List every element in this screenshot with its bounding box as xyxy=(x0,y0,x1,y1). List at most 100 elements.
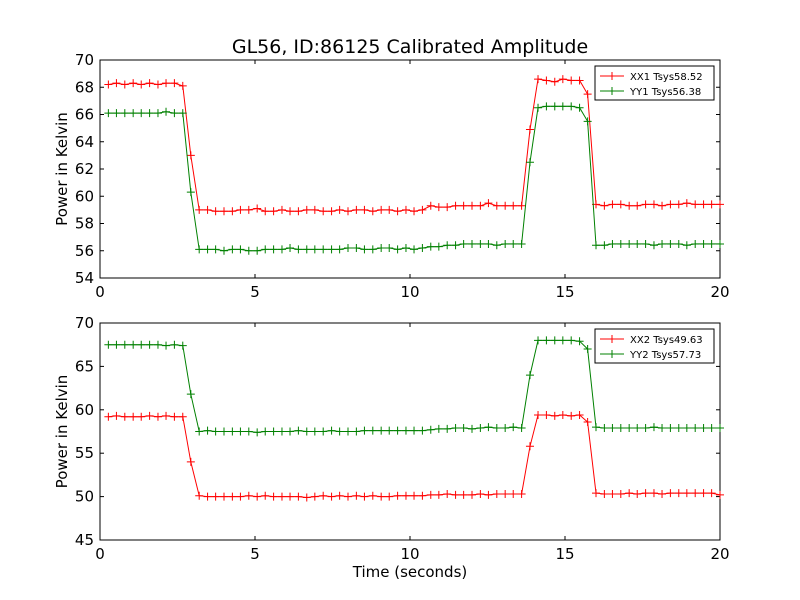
y-tick-label: 64 xyxy=(75,133,94,151)
data-point-marker xyxy=(112,79,121,88)
data-point-marker xyxy=(542,411,551,420)
data-point-marker xyxy=(625,489,634,498)
data-point-marker xyxy=(319,427,328,436)
data-point-marker xyxy=(525,442,534,451)
data-point-marker xyxy=(525,125,534,134)
data-point-marker xyxy=(534,336,543,345)
data-point-marker xyxy=(534,103,543,112)
data-point-marker xyxy=(625,201,634,210)
data-point-marker xyxy=(550,336,559,345)
legend-label: YY2 Tsys57.73 xyxy=(629,350,701,361)
data-point-marker xyxy=(674,200,683,209)
data-point-marker xyxy=(509,423,518,432)
data-point-marker xyxy=(410,491,419,500)
y-tick-label: 68 xyxy=(75,78,94,96)
data-point-marker xyxy=(344,427,352,436)
data-point-marker xyxy=(682,199,691,208)
data-point-marker xyxy=(170,412,179,421)
data-point-marker xyxy=(104,340,113,349)
data-point-marker xyxy=(517,201,526,210)
data-point-marker xyxy=(344,244,352,253)
data-point-marker xyxy=(277,492,286,501)
data-point-marker xyxy=(153,412,162,421)
data-point-marker xyxy=(104,412,113,421)
data-point-marker xyxy=(699,200,708,209)
data-point-marker xyxy=(352,244,361,253)
data-point-marker xyxy=(178,81,187,90)
data-point-marker xyxy=(360,492,369,501)
data-point-marker xyxy=(294,492,303,501)
data-point-marker xyxy=(666,200,675,209)
data-point-marker xyxy=(178,109,187,118)
data-point-marker xyxy=(401,426,410,435)
data-point-marker xyxy=(203,205,212,214)
data-point-marker xyxy=(426,490,435,499)
data-point-marker xyxy=(600,424,609,433)
data-point-marker xyxy=(377,205,386,214)
data-point-marker xyxy=(517,239,526,248)
data-point-marker xyxy=(129,412,138,421)
data-point-marker xyxy=(220,427,228,436)
data-point-marker xyxy=(178,412,187,421)
data-point-marker xyxy=(476,239,485,248)
data-point-marker xyxy=(203,492,212,501)
data-point-marker xyxy=(666,239,675,248)
data-point-marker xyxy=(716,490,724,499)
data-point-marker xyxy=(393,207,402,216)
legend-box xyxy=(594,65,715,101)
data-point-marker xyxy=(558,75,567,84)
data-point-marker xyxy=(368,245,377,254)
data-point-marker xyxy=(220,492,228,501)
data-point-marker xyxy=(302,245,311,254)
data-point-marker xyxy=(162,341,171,350)
data-point-marker xyxy=(691,239,700,248)
data-point-marker xyxy=(625,239,634,248)
top-chart-panel: 0 5 10 15 20 54 56 58 60 62 64 66 68 70 Power in Kelvi… xyxy=(53,51,730,301)
data-point-marker xyxy=(443,424,452,433)
data-point-marker xyxy=(277,427,286,436)
data-point-marker xyxy=(269,427,278,436)
data-point-marker xyxy=(707,489,716,498)
y-axis-title: Power in Kelvin xyxy=(53,375,71,489)
data-point-marker xyxy=(625,424,634,433)
data-point-marker xyxy=(542,102,551,111)
data-point-marker xyxy=(261,245,270,254)
data-point-marker xyxy=(344,207,352,216)
data-point-marker xyxy=(666,489,675,498)
data-point-marker xyxy=(434,242,443,251)
data-point-marker xyxy=(319,245,328,254)
data-point-marker xyxy=(426,201,435,210)
data-point-marker xyxy=(352,427,361,436)
data-point-marker xyxy=(120,340,129,349)
data-point-marker xyxy=(410,207,419,216)
data-point-marker xyxy=(550,411,559,420)
data-point-marker xyxy=(310,492,319,501)
data-point-marker xyxy=(335,427,344,436)
x-tick-label: 10 xyxy=(400,545,419,563)
data-point-marker xyxy=(592,489,600,498)
data-point-marker xyxy=(236,427,245,436)
data-point-marker xyxy=(253,428,262,437)
data-point-marker xyxy=(534,75,543,84)
data-point-marker xyxy=(286,492,295,501)
data-point-marker xyxy=(385,244,394,253)
data-point-marker xyxy=(186,390,195,399)
data-point-marker xyxy=(170,79,179,88)
data-point-marker xyxy=(244,205,253,214)
data-point-marker xyxy=(641,489,650,498)
data-point-marker xyxy=(410,245,419,254)
data-point-marker xyxy=(542,76,551,85)
data-point-marker xyxy=(633,424,642,433)
data-point-marker xyxy=(253,246,262,255)
data-point-marker xyxy=(517,424,526,433)
data-point-marker xyxy=(525,371,534,380)
x-tick-label: 0 xyxy=(95,283,105,301)
data-point-marker xyxy=(583,345,592,354)
data-point-marker xyxy=(261,491,270,500)
data-point-marker xyxy=(368,426,377,435)
data-point-marker xyxy=(277,205,286,214)
data-point-marker xyxy=(162,411,171,420)
legend-label: YY1 Tsys56.38 xyxy=(629,87,701,98)
data-point-marker xyxy=(302,493,311,502)
data-point-marker xyxy=(575,76,584,85)
